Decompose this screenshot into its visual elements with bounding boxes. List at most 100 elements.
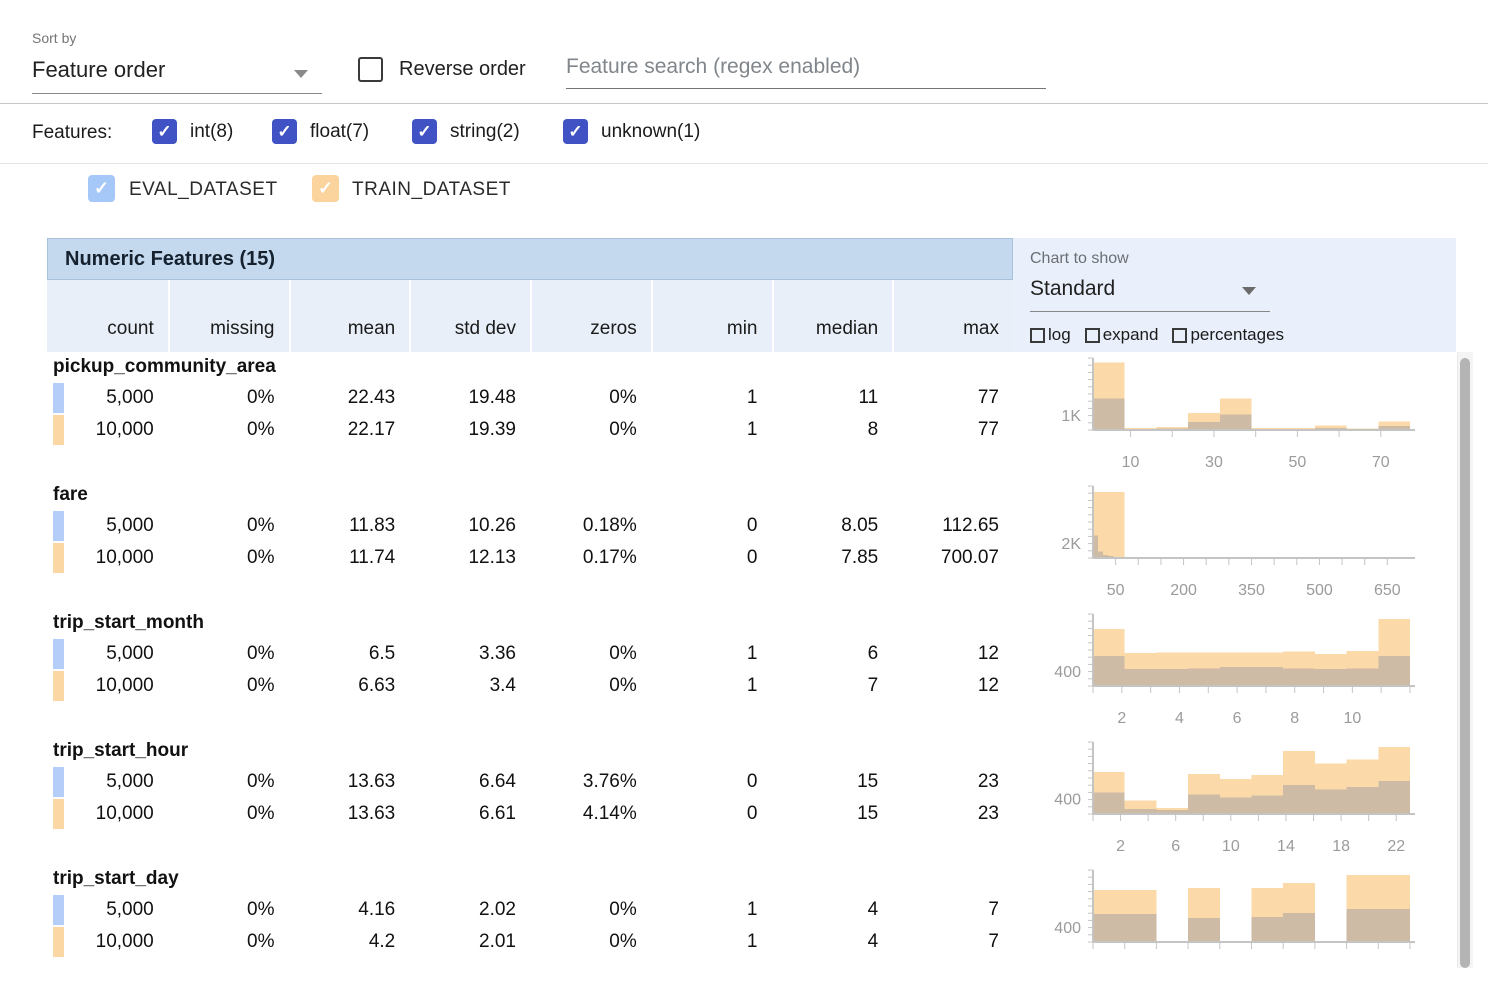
dataset-color-swatch: [53, 543, 64, 573]
stat-count: 10,000: [47, 926, 168, 958]
stat-mean: 6.63: [289, 670, 410, 702]
filter-label: int(8): [190, 121, 233, 143]
dataset-color-swatch: [53, 639, 64, 669]
svg-text:2: 2: [1116, 838, 1125, 855]
filter-string2[interactable]: ✓ string(2): [412, 119, 520, 144]
feature-search-input[interactable]: [566, 55, 1046, 89]
stat-mean: 13.63: [289, 766, 410, 798]
feature-name: fare: [53, 484, 88, 506]
stat-missing: 0%: [168, 894, 289, 926]
stat-missing: 0%: [168, 926, 289, 958]
chart-option-expand[interactable]: expand: [1085, 325, 1159, 345]
stat-mean: 4.16: [289, 894, 410, 926]
stat-mean: 6.5: [289, 638, 410, 670]
train-dataset-checkbox[interactable]: ✓: [312, 175, 339, 202]
stat-min: 0: [651, 766, 772, 798]
svg-text:400: 400: [1054, 664, 1081, 681]
sort-by-label: Sort by: [32, 30, 76, 46]
checkbox-unchecked-icon[interactable]: [1085, 328, 1100, 343]
stat-std-dev: 10.26: [409, 510, 530, 542]
filter-label: unknown(1): [601, 121, 700, 143]
stat-zeros: 3.76%: [530, 766, 651, 798]
train-dataset-label: TRAIN_DATASET: [352, 179, 511, 201]
feature-name: trip_start_month: [53, 612, 204, 634]
stat-median: 8: [772, 414, 893, 446]
checkbox-unchecked-icon[interactable]: [1172, 328, 1187, 343]
stat-zeros: 0.18%: [530, 510, 651, 542]
svg-text:30: 30: [1205, 454, 1223, 471]
dataset-color-swatch: [53, 511, 64, 541]
feature-name: trip_start_day: [53, 868, 179, 890]
checkbox-checked-icon[interactable]: ✓: [152, 119, 177, 144]
stat-median: 7: [772, 670, 893, 702]
feature-name: pickup_community_area: [53, 356, 276, 378]
stat-min: 0: [651, 542, 772, 574]
stat-max: 112.65: [892, 510, 1013, 542]
filter-unknown1[interactable]: ✓ unknown(1): [563, 119, 700, 144]
eval-dataset-checkbox[interactable]: ✓: [88, 175, 115, 202]
stat-std-dev: 3.4: [409, 670, 530, 702]
stat-mean: 11.83: [289, 510, 410, 542]
svg-text:400: 400: [1054, 920, 1081, 937]
chart-option-checkboxes: log expand percentages: [1030, 325, 1284, 345]
feature-name: trip_start_hour: [53, 740, 188, 762]
dataset-color-swatch: [53, 799, 64, 829]
features-filter-label: Features:: [32, 122, 112, 144]
stat-median: 4: [772, 926, 893, 958]
filter-label: string(2): [450, 121, 520, 143]
sort-by-dropdown[interactable]: Feature order: [32, 57, 322, 94]
checkbox-checked-icon[interactable]: ✓: [412, 119, 437, 144]
filter-float7[interactable]: ✓float(7): [272, 119, 369, 144]
svg-text:8: 8: [1290, 710, 1299, 727]
stat-missing: 0%: [168, 382, 289, 414]
eval-dataset-label: EVAL_DATASET: [129, 179, 278, 201]
stat-std-dev: 19.48: [409, 382, 530, 414]
checkbox-unchecked-icon[interactable]: [1030, 328, 1045, 343]
reverse-order-checkbox[interactable]: [358, 57, 383, 82]
stat-median: 11: [772, 382, 893, 414]
svg-text:22: 22: [1387, 838, 1405, 855]
stat-median: 15: [772, 798, 893, 830]
stat-zeros: 0%: [530, 670, 651, 702]
checkbox-checked-icon[interactable]: ✓: [272, 119, 297, 144]
stat-max: 12: [892, 670, 1013, 702]
stat-min: 1: [651, 382, 772, 414]
svg-text:400: 400: [1054, 792, 1081, 809]
chart-type-dropdown[interactable]: Standard: [1030, 277, 1270, 312]
stat-missing: 0%: [168, 510, 289, 542]
stat-mean: 11.74: [289, 542, 410, 574]
stat-count: 10,000: [47, 798, 168, 830]
stat-min: 0: [651, 798, 772, 830]
svg-text:1K: 1K: [1061, 408, 1081, 425]
chart-option-log[interactable]: log: [1030, 325, 1071, 345]
column-header-zeros: zeros: [530, 280, 651, 352]
stat-min: 1: [651, 670, 772, 702]
svg-text:18: 18: [1332, 838, 1350, 855]
checkbox-checked-icon[interactable]: ✓: [563, 119, 588, 144]
stat-max: 23: [892, 798, 1013, 830]
stat-std-dev: 6.61: [409, 798, 530, 830]
filter-int8[interactable]: ✓ int(8): [152, 119, 233, 144]
histogram-trip_start_day[interactable]: 400: [1027, 864, 1427, 992]
svg-text:6: 6: [1233, 710, 1242, 727]
chevron-down-icon: [294, 70, 308, 78]
scrollbar-thumb[interactable]: [1460, 358, 1470, 968]
stat-zeros: 0%: [530, 414, 651, 446]
chart-option-percentages[interactable]: percentages: [1172, 325, 1284, 345]
svg-text:500: 500: [1306, 582, 1333, 599]
